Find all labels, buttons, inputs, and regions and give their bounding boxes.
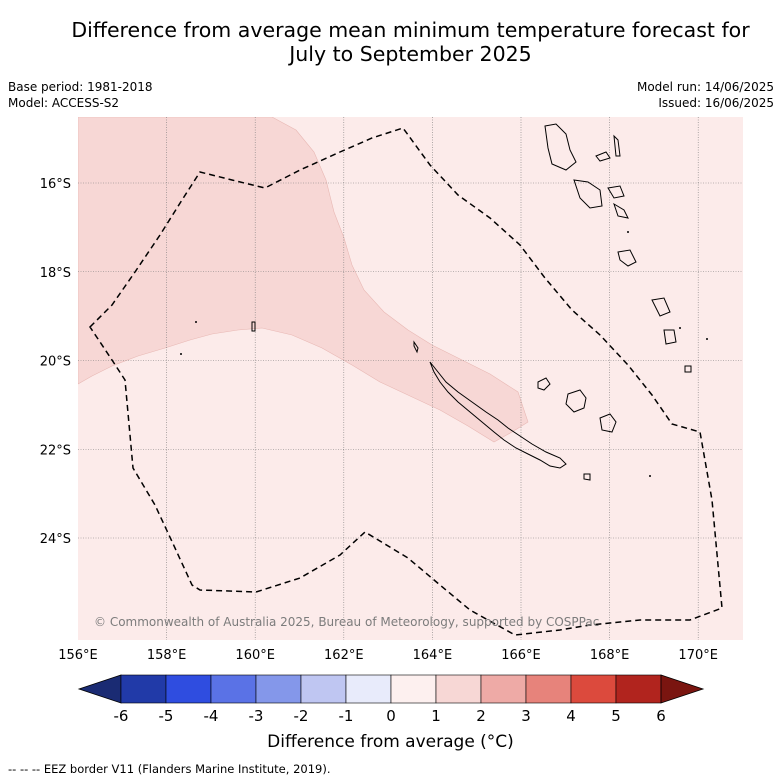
colorbar-tick-label: 4: [566, 707, 576, 725]
colorbar-tick-label: -6: [114, 707, 129, 725]
colorbar-segment: [165, 674, 212, 704]
colorbar-segment: [120, 674, 167, 704]
islet: [679, 327, 681, 329]
longitude-label: 162°E: [324, 648, 364, 663]
colorbar-segment: [525, 674, 572, 704]
island: [413, 340, 419, 354]
colorbar-segment: [255, 674, 302, 704]
colorbar-tick-label: 3: [521, 707, 531, 725]
latitude-label: 22°S: [40, 443, 71, 458]
colorbar-extend-low: [77, 674, 122, 704]
longitude-label: 168°E: [590, 648, 630, 663]
longitude-label: 164°E: [413, 648, 453, 663]
longitude-label: 166°E: [501, 648, 541, 663]
loyalty-island: [565, 389, 587, 413]
eez-border: [89, 127, 723, 636]
model-name: Model: ACCESS-S2: [8, 96, 120, 110]
loyalty-island: [599, 413, 617, 433]
colorbar-tick-label: -3: [249, 707, 264, 725]
colorbar-title: Difference from average (°C): [267, 732, 514, 752]
isle-of-pines: [583, 473, 591, 481]
colorbar-tick-label: 5: [611, 707, 621, 725]
colorbar-tick-label: 0: [386, 707, 396, 725]
chart-title: Difference from average mean minimum tem…: [0, 18, 781, 66]
vanuatu-island: [573, 179, 603, 209]
vanuatu-island: [617, 249, 637, 267]
eez-footnote: -- -- -- EEZ border V11 (Flanders Marine…: [8, 762, 331, 776]
colorbar-segment: [390, 674, 437, 704]
latitude-tick-labels: 16°S 18°S 20°S 22°S 24°S: [40, 177, 71, 547]
meta-left: Base period: 1981-2018 Model: ACCESS-S2: [8, 79, 153, 111]
colorbar-tick-label: 1: [431, 707, 441, 725]
issued-date: Issued: 16/06/2025: [658, 96, 774, 110]
colorbar-segment: [345, 674, 392, 704]
vanuatu-island: [613, 202, 629, 219]
colorbar-segment: [480, 674, 527, 704]
vanuatu-island: [613, 134, 621, 157]
longitude-label: 156°E: [58, 648, 98, 663]
island: [251, 321, 256, 332]
islet: [180, 353, 182, 355]
latitude-label: 20°S: [40, 355, 71, 370]
title-line-1: Difference from average mean minimum tem…: [71, 18, 750, 42]
islet: [627, 231, 629, 233]
colorbar-tick-label: 6: [656, 707, 666, 725]
islet: [195, 321, 197, 323]
latitude-label: 18°S: [40, 266, 71, 281]
colorbar-tick-label: 2: [476, 707, 486, 725]
longitude-label: 160°E: [235, 648, 275, 663]
islet: [706, 338, 708, 340]
vanuatu-island: [651, 297, 671, 317]
vanuatu-island: [684, 365, 692, 373]
latitude-label: 16°S: [40, 177, 71, 192]
colorbar-segment: [570, 674, 617, 704]
colorbar-segment: [300, 674, 347, 704]
model-run: Model run: 14/06/2025: [636, 80, 774, 94]
colorbar: [77, 674, 705, 704]
colorbar-segment: [210, 674, 257, 704]
copyright-notice: © Commonwealth of Australia 2025, Bureau…: [94, 615, 599, 629]
longitude-label: 158°E: [147, 648, 187, 663]
longitude-label: 170°E: [678, 648, 718, 663]
loyalty-island: [537, 377, 551, 391]
base-period: Base period: 1981-2018: [8, 80, 153, 94]
vanuatu-island: [595, 151, 611, 162]
vanuatu-island: [607, 185, 625, 199]
colorbar-tick-labels: -6 -5 -4 -3 -2 -1 0 1 2 3 4 5 6: [114, 707, 666, 725]
colorbar-tick-label: -2: [294, 707, 309, 725]
islet: [649, 475, 651, 477]
vanuatu-island: [663, 329, 677, 345]
title-line-2: July to September 2025: [289, 42, 532, 66]
colorbar-extend-high: [660, 674, 705, 704]
colorbar-segment: [615, 674, 662, 704]
vanuatu-island: [544, 123, 577, 171]
colorbar-tick-label: -5: [159, 707, 174, 725]
colorbar-segment: [435, 674, 482, 704]
longitude-tick-labels: 156°E 158°E 160°E 162°E 164°E 166°E 168°E 170°E: [58, 648, 718, 663]
latitude-label: 24°S: [40, 532, 71, 547]
meta-right: Model run: 14/06/2025 Issued: 16/06/2025: [637, 79, 774, 111]
colorbar-tick-label: -4: [204, 707, 219, 725]
colorbar-tick-label: -1: [339, 707, 354, 725]
new-caledonia-coast: [429, 361, 567, 469]
grid-lines: [78, 117, 743, 640]
